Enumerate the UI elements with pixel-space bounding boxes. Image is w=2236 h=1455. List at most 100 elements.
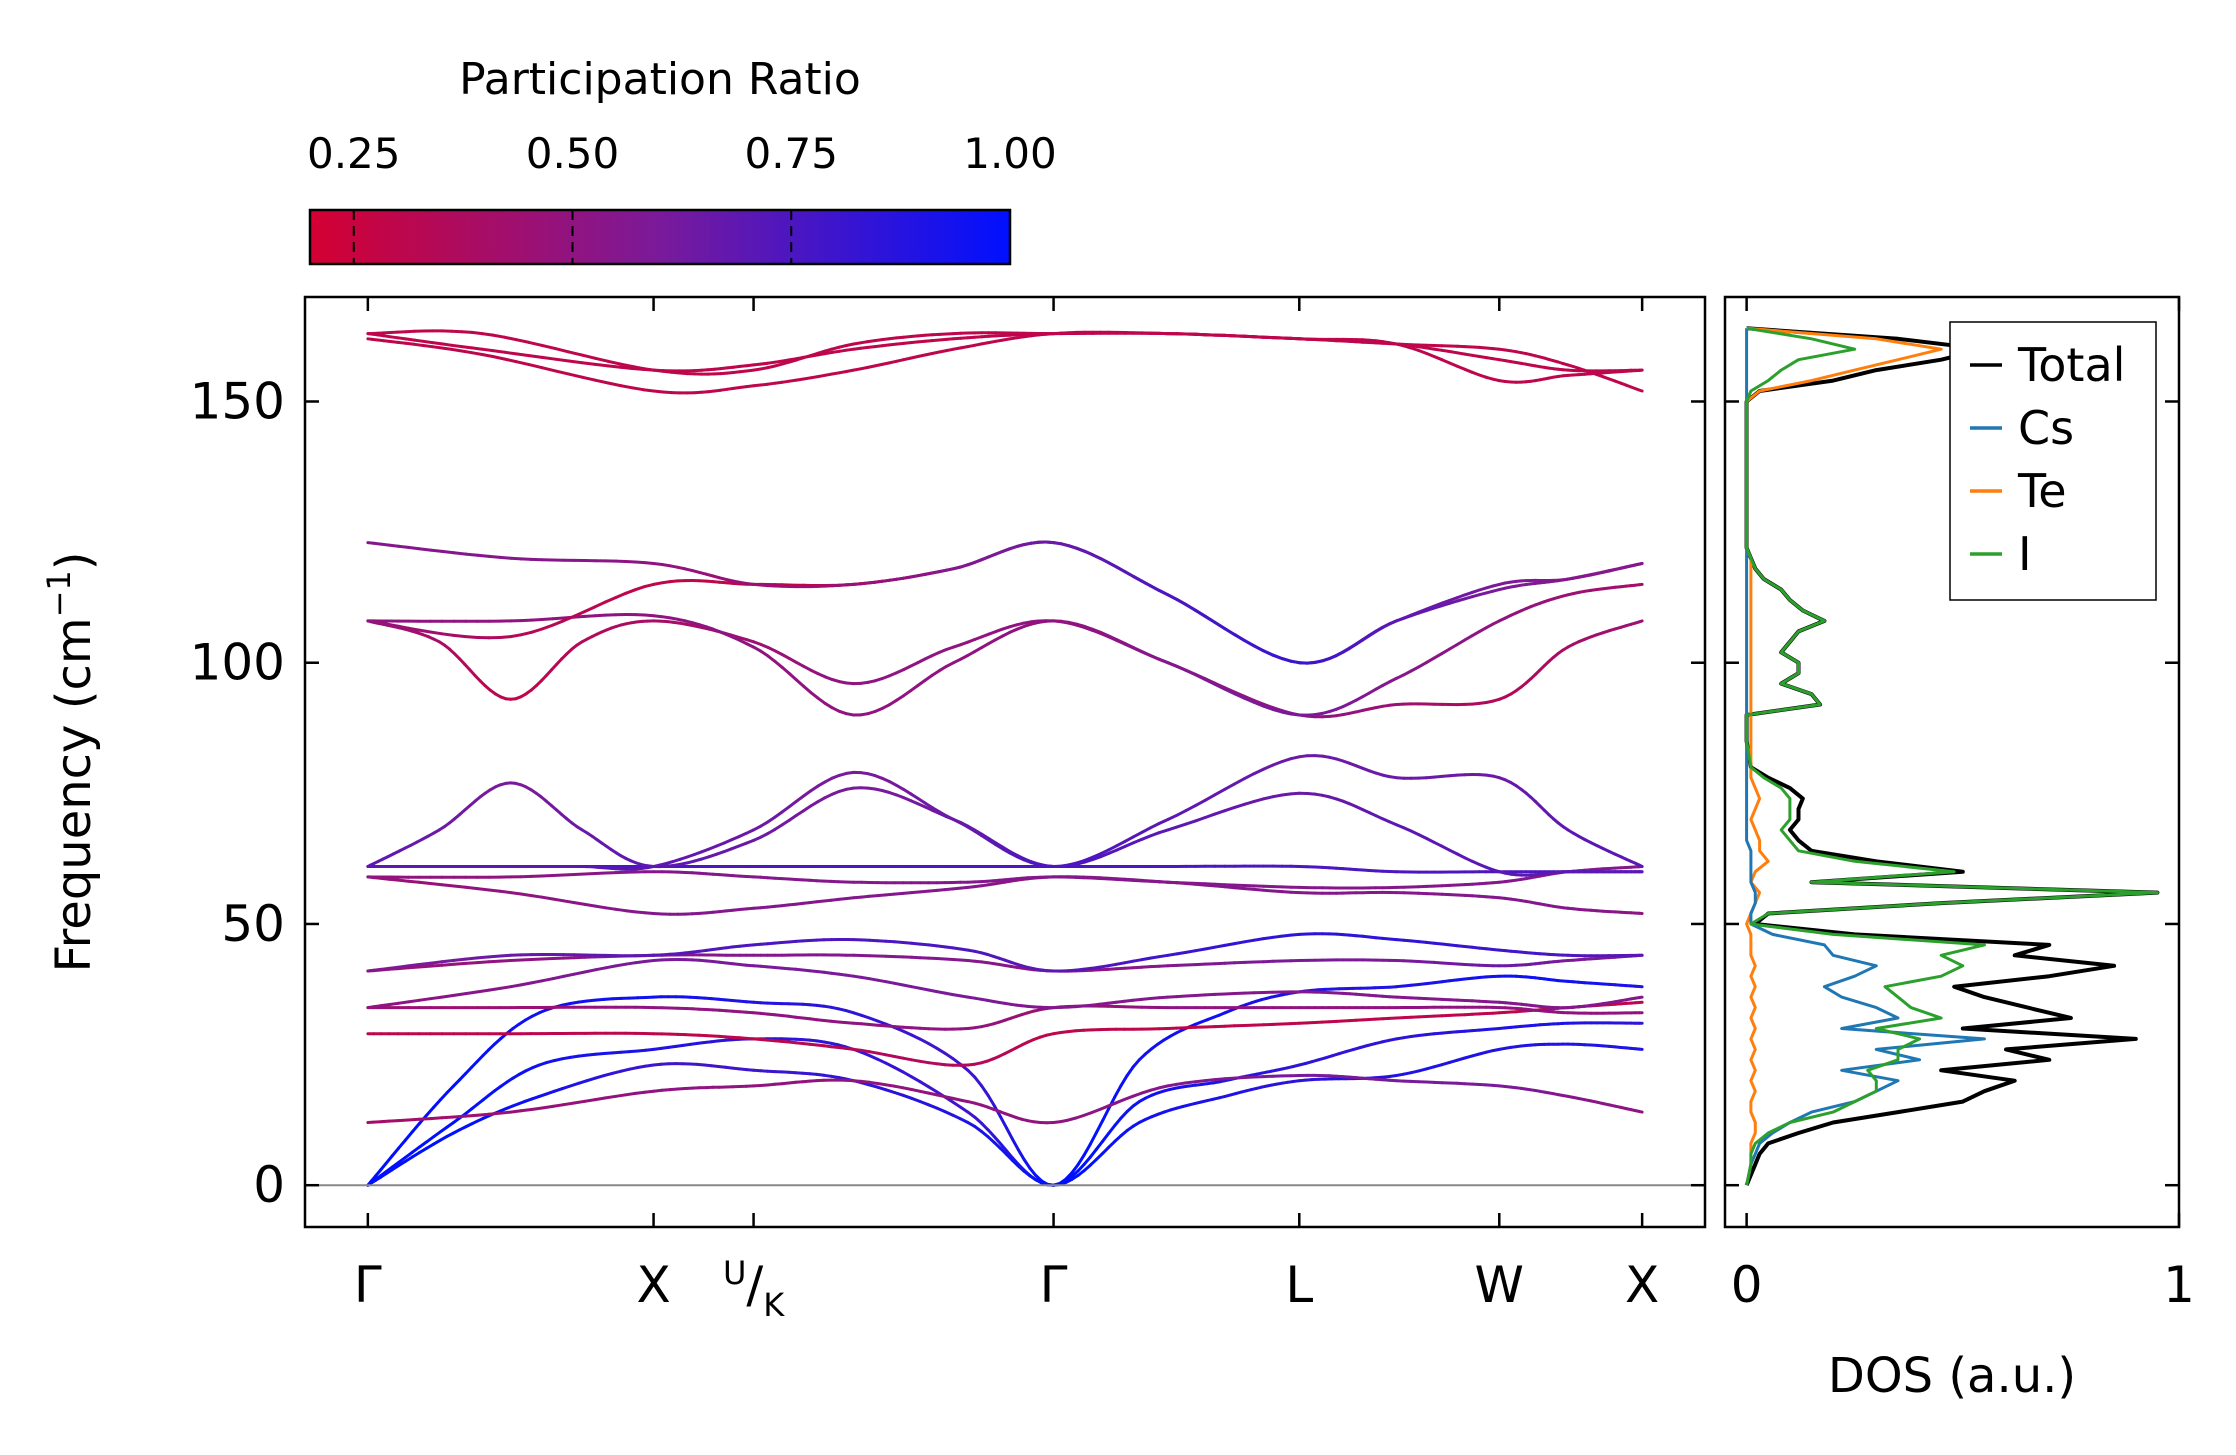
band-segment xyxy=(498,1110,513,1115)
band-segment xyxy=(396,544,410,549)
band-segment xyxy=(396,1118,410,1123)
band-segment xyxy=(572,901,587,906)
band-segment xyxy=(580,361,597,366)
band-segment xyxy=(1213,1077,1227,1082)
band-segment xyxy=(1132,646,1144,654)
band-segment xyxy=(1233,690,1246,698)
band-segment xyxy=(604,906,618,911)
band-segment xyxy=(583,605,597,613)
band-segment xyxy=(540,617,555,621)
band-segment xyxy=(633,960,647,965)
band-segment xyxy=(476,988,491,994)
band-segment xyxy=(396,878,410,883)
band-segment xyxy=(641,367,656,372)
band-segment xyxy=(1166,952,1179,957)
band-segment xyxy=(1115,844,1127,852)
band-segment xyxy=(927,1085,939,1094)
band-segment xyxy=(476,955,491,960)
band-segment xyxy=(464,990,479,996)
band-segment xyxy=(619,362,634,368)
band-segment xyxy=(470,351,484,356)
band-segment xyxy=(1022,1158,1032,1170)
colorbar-label: Participation Ratio xyxy=(459,54,861,105)
y-tick-label: 150 xyxy=(190,372,285,430)
band-segment xyxy=(1149,822,1161,830)
dispersion-axes-frame xyxy=(303,295,1707,1229)
band-segment xyxy=(1123,570,1135,578)
x-tick-label-split: U/K xyxy=(723,1254,785,1324)
band-segment xyxy=(476,1112,491,1117)
band-segment xyxy=(893,1066,905,1074)
band-segment xyxy=(986,1093,996,1108)
band-segment xyxy=(567,359,584,365)
band-segment xyxy=(551,616,565,621)
band-segment xyxy=(1194,673,1207,681)
x-tick-label-part: U xyxy=(723,1254,746,1292)
band-segment xyxy=(1203,945,1217,951)
band-segment xyxy=(1194,947,1207,953)
band-segment xyxy=(540,977,555,983)
band-segment xyxy=(1233,886,1246,891)
band-segment xyxy=(1115,839,1127,848)
y-tick-label: 100 xyxy=(190,634,285,692)
band-segment xyxy=(514,338,531,344)
band-segment xyxy=(999,1142,1009,1153)
band-segment xyxy=(421,344,434,349)
band-segment xyxy=(387,877,400,882)
band-segment xyxy=(417,964,432,969)
band-segment xyxy=(641,388,656,393)
legend-label-total: Total xyxy=(2017,338,2125,392)
band-segment xyxy=(480,332,495,337)
colorbar: Participation Ratio 0.25 0.50 0.75 1.00 xyxy=(307,54,1057,266)
band-segment xyxy=(1223,885,1237,890)
band-segment xyxy=(1271,708,1284,714)
band-segment xyxy=(410,1122,421,1134)
band-segment xyxy=(1131,1091,1144,1098)
band-segment xyxy=(1149,584,1161,592)
band-segment xyxy=(1123,642,1135,650)
band-band-4 xyxy=(366,1073,1644,1125)
band-segment xyxy=(1082,1155,1092,1166)
band-segment xyxy=(1101,1131,1111,1143)
band-segment xyxy=(551,974,565,981)
dos-curve-cs xyxy=(1745,328,1986,1186)
band-segment xyxy=(1175,950,1188,956)
band-segment xyxy=(551,1103,565,1108)
band-segment xyxy=(440,1115,456,1120)
band-segment xyxy=(901,1029,914,1037)
band-segment xyxy=(630,386,645,392)
band-segment xyxy=(530,957,544,961)
band-segment xyxy=(491,333,506,339)
band-segment xyxy=(551,619,565,627)
band-segment xyxy=(1132,837,1144,845)
x-tick-label: W xyxy=(1475,1256,1524,1314)
band-segment xyxy=(430,345,444,350)
band-band-9 xyxy=(366,932,1644,973)
band-segment xyxy=(1271,934,1284,939)
band-segment xyxy=(1637,562,1644,566)
band-segment xyxy=(1166,593,1179,601)
band-segment xyxy=(452,551,468,556)
band-segment xyxy=(614,1093,628,1098)
band-segment xyxy=(476,960,491,965)
band-segment xyxy=(1088,1147,1098,1159)
band-segment xyxy=(480,353,495,358)
band-segment xyxy=(428,630,444,636)
band-segment xyxy=(464,961,479,965)
band-segment xyxy=(498,985,513,990)
band-segment xyxy=(619,365,634,370)
band-segment xyxy=(1166,825,1179,832)
band-segment xyxy=(1243,772,1256,781)
band-segment xyxy=(430,341,444,346)
band-segment xyxy=(1107,844,1119,852)
band-segment xyxy=(509,556,523,561)
band-segment xyxy=(1166,1082,1179,1088)
band-segment xyxy=(918,1100,931,1107)
band-segment xyxy=(1203,1078,1217,1083)
band-segment xyxy=(406,1117,421,1122)
band-segment xyxy=(1262,704,1275,711)
band-segment xyxy=(1262,649,1275,657)
band-segment xyxy=(1637,1109,1644,1114)
band-segment xyxy=(487,1111,502,1116)
band-segment xyxy=(1223,992,1237,996)
